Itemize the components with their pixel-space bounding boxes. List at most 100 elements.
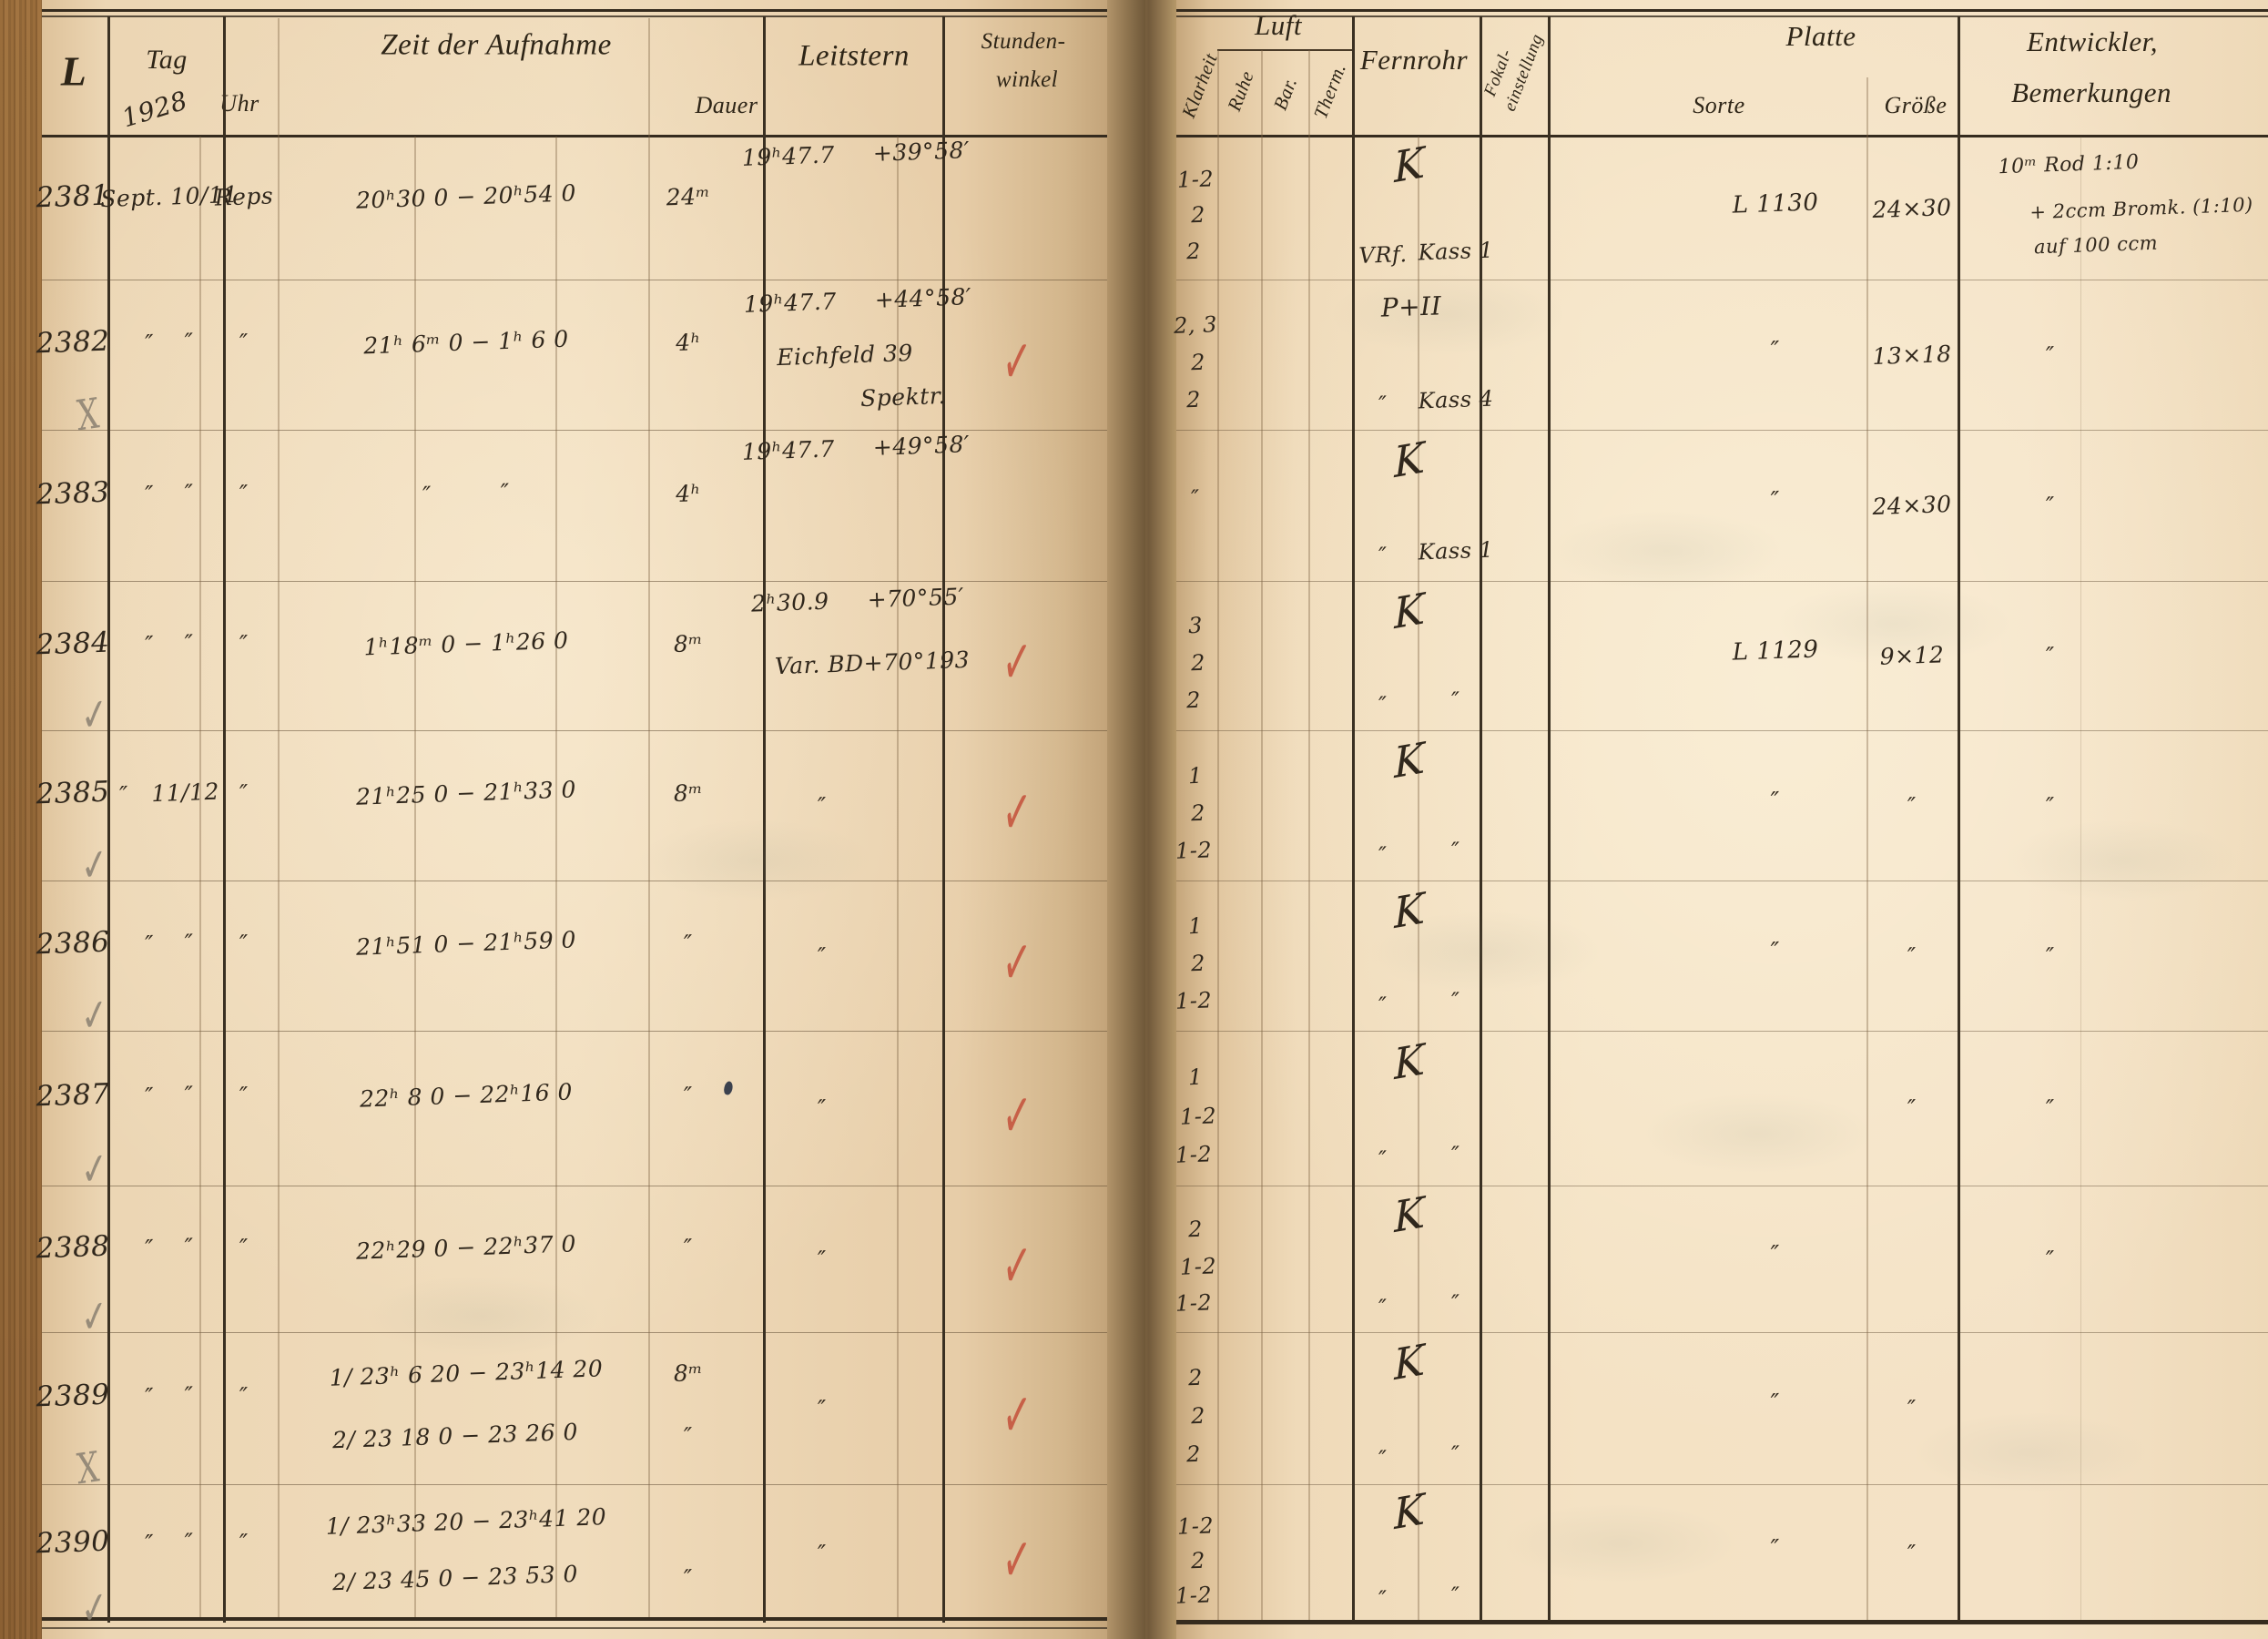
header-sorte: Sorte: [1693, 92, 1745, 118]
cell-groesse: ″: [1907, 1540, 1917, 1567]
left-page: [42, 0, 1107, 1639]
rule: [42, 9, 1107, 12]
cell-uhr: ″: [239, 1233, 249, 1261]
cell-entwickler: ″: [2045, 492, 2056, 519]
cell-dauer: 8ᵐ: [673, 629, 704, 657]
cell-klarheit: 2: [1187, 1217, 1204, 1243]
rule: [42, 1617, 1107, 1621]
cell-sorte: L 1129: [1732, 636, 1819, 667]
cell-klarheit: 1-2: [1176, 166, 1215, 193]
cell-klarheit: 2: [1190, 950, 1206, 977]
cell-number: 2384: [35, 626, 111, 662]
cell-leitstern: ″: [817, 1094, 828, 1122]
cell-entwickler: ″: [2045, 942, 2056, 970]
cell-uhr: ″: [239, 329, 249, 356]
cell-fernrohr-sub: ″: [1450, 1141, 1461, 1168]
rule: [42, 730, 1107, 731]
rule: [42, 15, 1107, 17]
cell-sorte: ″: [1770, 486, 1781, 515]
cell-klarheit: 1: [1187, 912, 1204, 939]
cell-dauer: 8ᵐ: [673, 1359, 704, 1388]
cell-tag: ″ ″: [144, 1233, 195, 1262]
cell-sorte: ″: [1770, 937, 1781, 965]
rule: [414, 137, 416, 1617]
cell-uhr: ″: [239, 1529, 249, 1556]
cell-number: 2387: [35, 1077, 111, 1114]
rule: [1176, 581, 2268, 582]
cell-tag: ″ ″: [144, 929, 195, 958]
cell-entwickler: ″: [2045, 1094, 2056, 1122]
cell-dauer: 24ᵐ: [666, 182, 711, 211]
rule: [1308, 50, 1310, 1620]
rule: [42, 1031, 1107, 1032]
cell-tag: ″ ″: [144, 629, 195, 658]
cell-tag: ″ ″: [144, 1528, 195, 1557]
rule: [555, 137, 557, 1617]
cell-fernrohr-sub: Kass 1: [1418, 237, 1494, 266]
rule: [763, 16, 766, 1623]
cell-groesse: 9×12: [1879, 641, 1945, 670]
cell-fernrohr-sub: ″: [1378, 1445, 1388, 1471]
cell-tag: ″ ″: [144, 479, 195, 508]
cell-fernrohr-sub: ″: [1450, 687, 1461, 714]
cell-dauer: ″: [683, 1233, 694, 1261]
cell-sorte: ″: [1770, 336, 1781, 364]
cell-leitstern: Spektr.: [859, 382, 947, 412]
cell-groesse: ″: [1907, 791, 1917, 820]
header-luft: Luft: [1255, 9, 1302, 41]
rule: [42, 1484, 1107, 1485]
header-l: L: [60, 47, 87, 95]
cell-fernrohr-sub: ″: [1378, 542, 1388, 568]
cell-entwickler: ″: [2045, 791, 2056, 820]
pencil-check-icon: ✓: [78, 1143, 111, 1197]
rule: [42, 1332, 1107, 1333]
cell-dauer: ″: [683, 1421, 694, 1450]
rule: [1866, 77, 1868, 1620]
cell-tag: ″ 11/12: [118, 778, 220, 809]
cell-fernrohr: K: [1392, 1335, 1427, 1390]
cell-klarheit: 2: [1190, 1402, 1206, 1430]
cell-klarheit: 1-2: [1175, 1141, 1213, 1168]
cell-uhr: ″: [239, 1382, 249, 1410]
cell-klarheit: 2: [1190, 1547, 1206, 1573]
rule: [1176, 430, 2268, 431]
cell-groesse: 24×30: [1871, 490, 1953, 521]
cell-klarheit: 2: [1185, 687, 1202, 714]
cell-fernrohr-sub: ″: [1378, 1585, 1388, 1613]
red-check-icon: ✓: [1001, 773, 1033, 853]
cell-fernrohr: K: [1392, 1033, 1427, 1090]
rule: [42, 430, 1107, 431]
rule: [1176, 135, 2268, 137]
rule: [1352, 16, 1355, 1621]
cell-klarheit: 2, 3: [1173, 310, 1218, 339]
cell-leitstern: ″: [817, 1540, 828, 1567]
cell-dauer: ″: [683, 930, 694, 957]
cell-leitstern: ″: [817, 791, 828, 820]
rule: [107, 16, 110, 1623]
cell-klarheit: 1-2: [1175, 1289, 1213, 1317]
book-edge: [0, 0, 42, 1639]
pencil-check-icon: ✓: [78, 687, 111, 743]
cell-fernrohr: K: [1392, 583, 1427, 639]
rule: [1261, 50, 1263, 1620]
cell-sorte: L 1130: [1732, 188, 1819, 219]
cell-dauer: ″: [683, 1564, 694, 1593]
cell-number: 2386: [35, 925, 111, 962]
cell-fernrohr-sub: ″: [1378, 1145, 1388, 1173]
cell-sorte: ″: [1770, 1535, 1781, 1563]
cell-fernrohr: K: [1392, 137, 1427, 193]
rule: [1217, 50, 1219, 1620]
rule: [1176, 730, 2268, 731]
red-check-icon: ✓: [1001, 623, 1033, 703]
cell-sorte: ″: [1770, 787, 1781, 815]
cell-groesse: ″: [1907, 1094, 1917, 1122]
cell-leitstern: ″: [817, 942, 828, 970]
pencil-check-icon: ✓: [78, 1290, 111, 1345]
cell-tag: ″ ″: [144, 1381, 195, 1410]
pencil-x-icon: X: [75, 1442, 102, 1495]
cell-fernrohr-sub: ″: [1378, 1294, 1388, 1320]
pencil-x-icon: X: [75, 388, 102, 442]
cell-zeit: ″ ″: [422, 478, 511, 508]
cell-klarheit: 2: [1185, 238, 1202, 264]
